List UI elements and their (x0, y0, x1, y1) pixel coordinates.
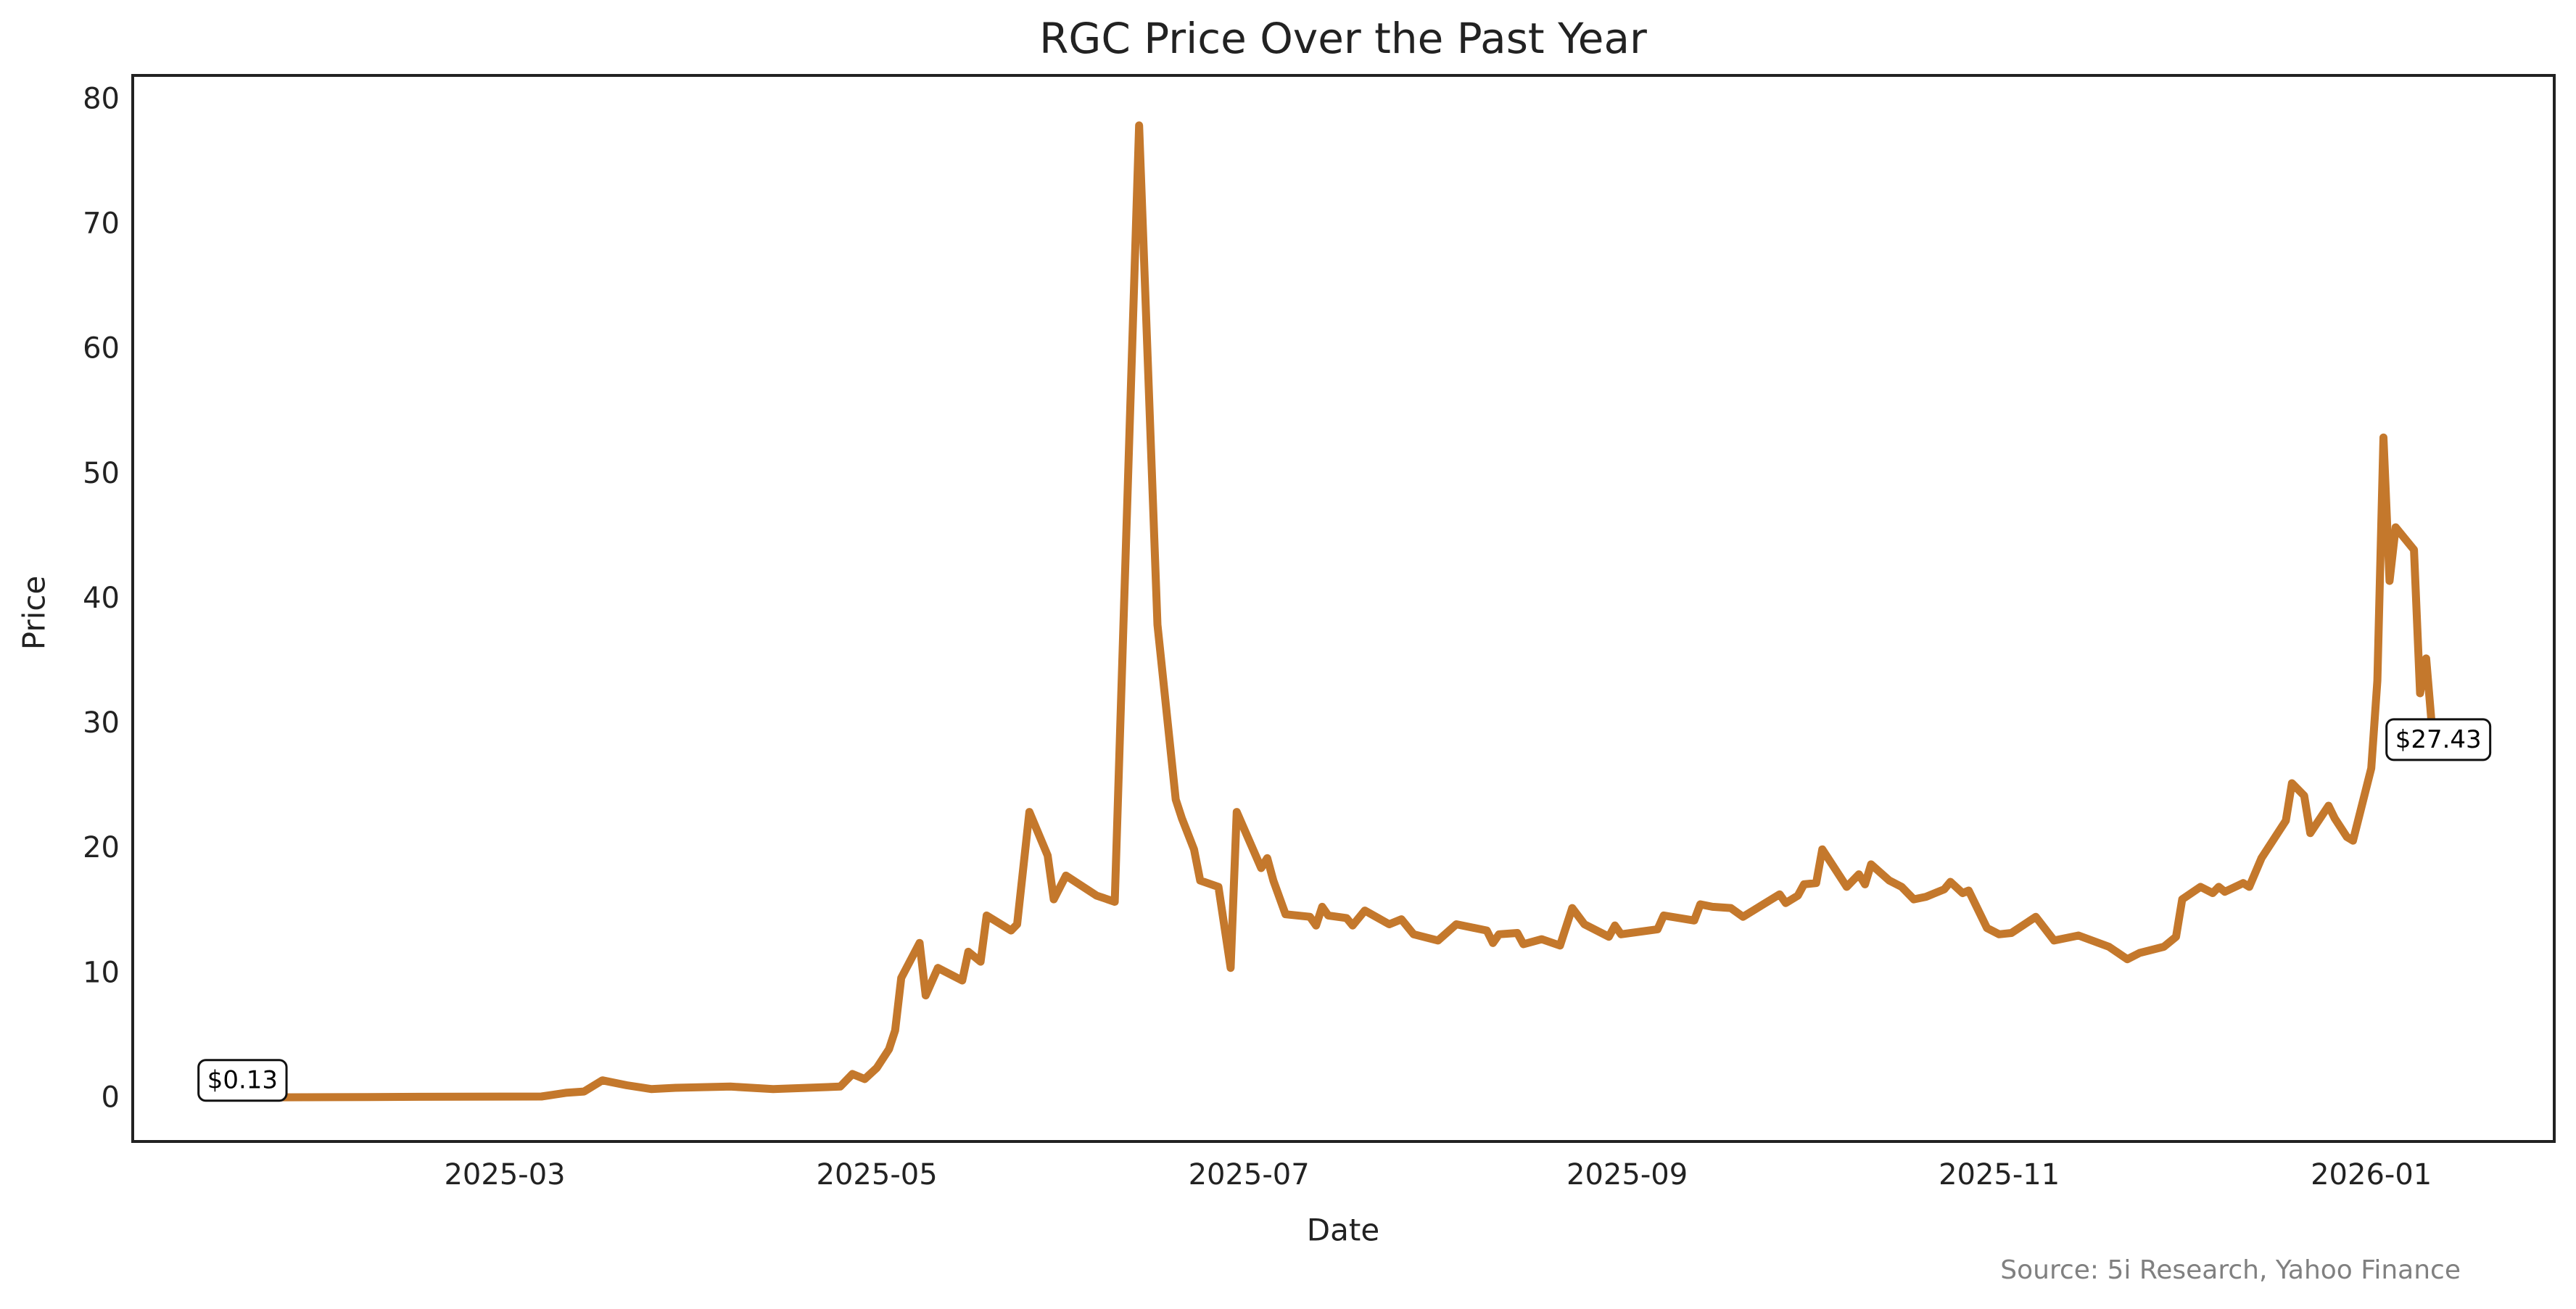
x-tick-label: 2025-05 (817, 1158, 938, 1192)
x-tick-label: 2025-11 (1939, 1158, 2060, 1192)
y-axis-label: Price (17, 576, 52, 650)
price-line (238, 121, 2443, 1102)
y-tick-label: 40 (83, 582, 120, 615)
annotation-label: $27.43 (2395, 725, 2482, 754)
plot-frame (131, 74, 2556, 1143)
x-tick-label: 2025-03 (444, 1158, 565, 1192)
y-tick-label: 60 (83, 332, 120, 366)
y-tick-label: 50 (83, 457, 120, 490)
x-tick-label: 2025-09 (1566, 1158, 1688, 1192)
x-tick-label: 2025-07 (1189, 1158, 1310, 1192)
y-tick-label: 70 (83, 207, 120, 241)
x-axis-label: Date (1307, 1213, 1379, 1248)
chart-title: RGC Price Over the Past Year (1039, 14, 1647, 63)
y-tick-label: 0 (102, 1081, 120, 1114)
source-note: Source: 5i Research, Yahoo Finance (2000, 1255, 2461, 1285)
x-tick-label: 2026-01 (2311, 1158, 2432, 1192)
annotation-box (197, 1059, 288, 1102)
annotation-label: $0.13 (207, 1066, 278, 1095)
y-tick-label: 30 (83, 706, 120, 740)
y-tick-label: 10 (83, 956, 120, 989)
annotation-box (2385, 718, 2492, 761)
y-tick-label: 20 (83, 831, 120, 864)
y-tick-label: 80 (83, 82, 120, 115)
